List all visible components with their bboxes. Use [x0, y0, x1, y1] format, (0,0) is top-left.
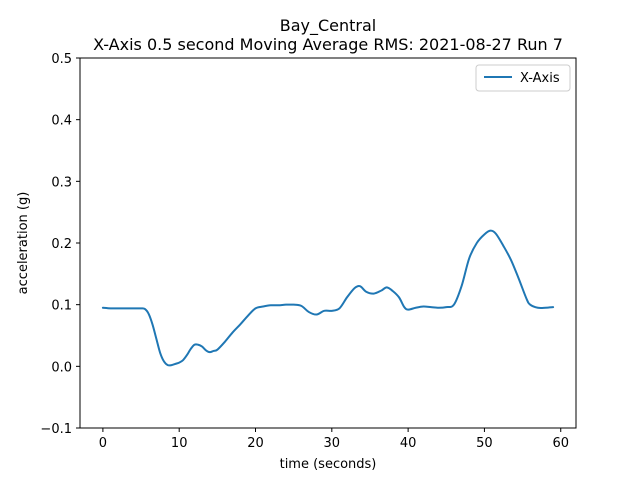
y-tick-label: 0.4: [51, 114, 72, 129]
x-tick-label: 60: [552, 436, 569, 451]
legend: X-Axis: [475, 64, 571, 92]
series-layer: [101, 229, 555, 367]
tick-layer: 0 10 20 30 40 50 60 −0.1 0.0 0.1 0.2 0.3 0.4 0.5: [40, 52, 569, 451]
x-tick-label: 0: [99, 436, 107, 451]
x-tick-label: 30: [324, 436, 341, 451]
x-axis-label: time (seconds): [280, 457, 377, 472]
y-tick-label: 0.3: [51, 175, 72, 190]
y-tick-label: 0.0: [51, 360, 72, 375]
y-axis-label: acceleration (g): [16, 192, 31, 295]
legend-box: [475, 64, 571, 92]
y-tick-label: 0.5: [51, 52, 72, 67]
x-tick-label: 10: [171, 436, 188, 451]
plot-frame: [79, 57, 577, 429]
x-tick-label: 20: [247, 436, 264, 451]
plot-area: [80, 58, 576, 428]
chart-title: Bay_Central: [280, 16, 377, 36]
y-tick-label: 0.2: [51, 237, 72, 252]
series-line-x-axis: [101, 229, 555, 367]
x-tick-label: 50: [476, 436, 493, 451]
y-tick-label: 0.1: [51, 299, 72, 314]
y-tick-label: −0.1: [40, 422, 72, 437]
x-tick-label: 40: [400, 436, 417, 451]
chart-subtitle: X-Axis 0.5 second Moving Average RMS: 20…: [93, 35, 563, 54]
legend-label: X-Axis: [520, 71, 560, 86]
